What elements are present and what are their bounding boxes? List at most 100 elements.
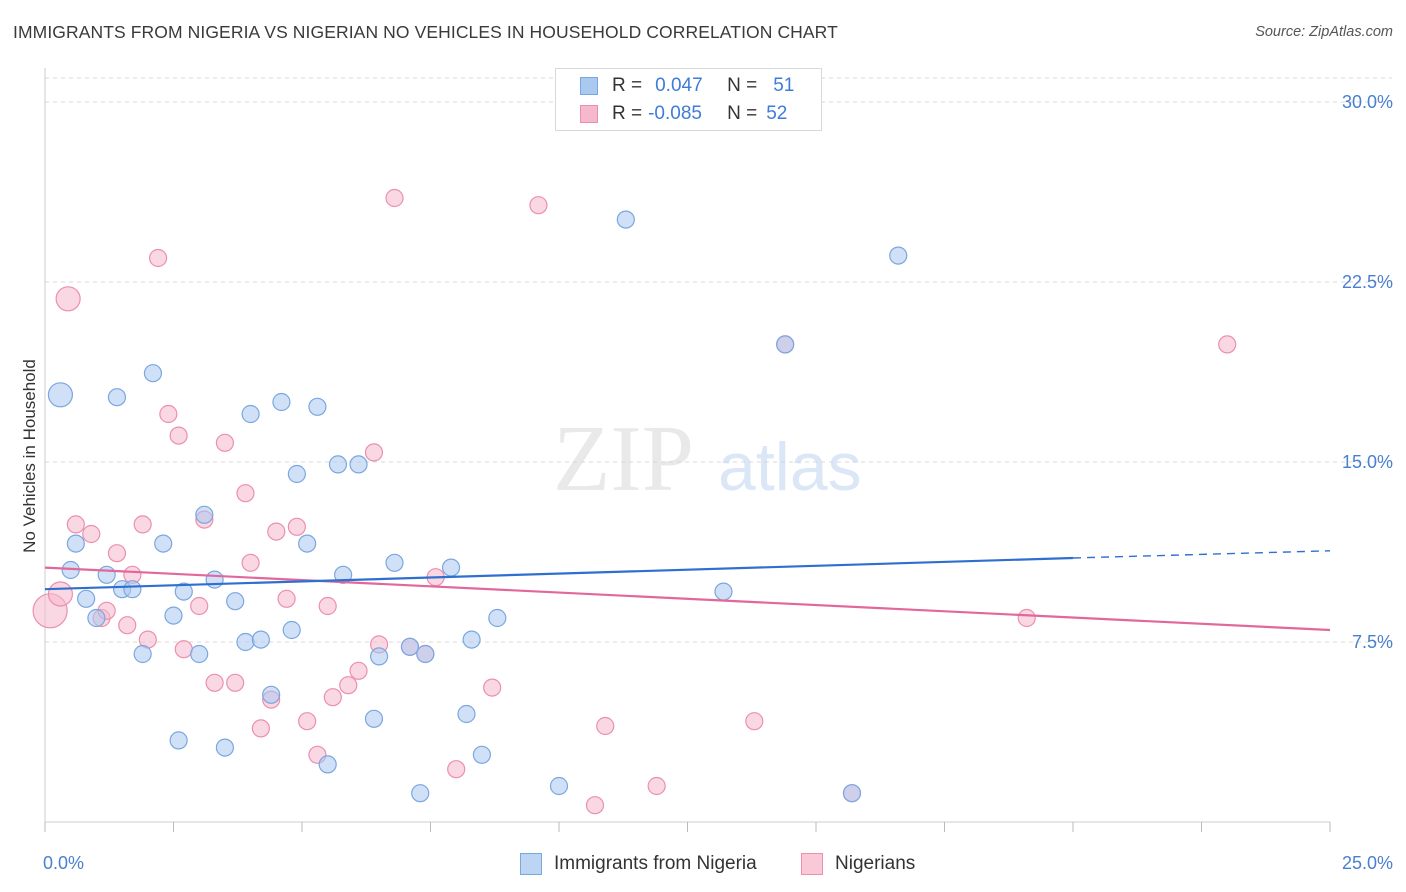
data-point-nigerians — [169, 426, 188, 445]
data-point-immigrants — [457, 704, 476, 724]
data-point-immigrants — [215, 738, 234, 757]
data-point-immigrants — [87, 608, 106, 628]
data-point-immigrants — [241, 404, 260, 424]
data-point-immigrants — [287, 464, 306, 484]
data-point-nigerians — [205, 673, 224, 692]
data-point-nigerians — [148, 248, 168, 268]
data-point-immigrants — [236, 632, 255, 652]
data-point-nigerians — [226, 673, 245, 692]
data-point-nigerians — [55, 286, 81, 312]
trend-line-nigerians — [44, 566, 1331, 632]
data-point-immigrants — [411, 784, 430, 803]
legend-swatch-blue — [580, 77, 598, 95]
y-tick-label: 30.0% — [1342, 92, 1393, 112]
data-point-immigrants — [107, 388, 127, 407]
data-point-nigerians — [585, 796, 605, 815]
data-point-nigerians — [1017, 608, 1036, 628]
data-point-nigerians — [47, 581, 74, 607]
data-point-nigerians — [298, 712, 317, 731]
data-point-nigerians — [483, 678, 502, 697]
data-point-immigrants — [164, 606, 183, 625]
data-point-immigrants — [364, 709, 384, 728]
data-point-nigerians — [647, 776, 666, 796]
data-point-immigrants — [298, 534, 317, 553]
data-point-immigrants — [441, 558, 461, 577]
data-point-nigerians — [190, 596, 209, 616]
data-point-immigrants — [169, 731, 188, 750]
data-point-immigrants — [226, 592, 245, 611]
source-label: Source: ZipAtlas.com — [1255, 24, 1393, 40]
data-point-immigrants — [328, 455, 348, 474]
legend-row-nigerians: R = -0.085 N = 52 — [580, 102, 787, 126]
legend-r-value: -0.085 — [648, 103, 702, 124]
data-point-immigrants — [462, 630, 481, 649]
data-point-immigrants — [488, 608, 507, 628]
data-point-nigerians — [159, 404, 178, 424]
legend-n-label: N = — [727, 103, 758, 124]
data-point-immigrants — [318, 755, 337, 774]
data-point-nigerians — [287, 517, 306, 536]
data-point-immigrants — [262, 685, 281, 704]
data-point-immigrants — [47, 382, 74, 408]
x-tick-label: 0.0% — [43, 853, 84, 873]
data-point-immigrants — [251, 630, 270, 649]
axes — [44, 68, 1331, 832]
data-point-immigrants — [349, 455, 368, 474]
data-point-immigrants — [123, 580, 142, 599]
data-point-immigrants — [190, 644, 209, 664]
data-point-nigerians — [318, 596, 337, 616]
data-point-immigrants — [549, 776, 569, 796]
data-point-nigerians — [385, 188, 404, 208]
data-point-immigrants — [77, 589, 96, 608]
y-axis-label: No Vehicles in Household — [20, 359, 39, 553]
data-point-immigrants — [370, 647, 389, 666]
data-point-nigerians — [349, 661, 368, 680]
y-tick-label: 7.5% — [1352, 632, 1393, 652]
data-point-immigrants — [282, 620, 301, 640]
legend-box: R = 0.047 N = 51 R = -0.085 N = 52 — [555, 68, 822, 131]
legend-row-immigrants: R = 0.047 N = 51 — [580, 74, 794, 98]
data-point-immigrants — [97, 565, 116, 584]
y-tick-label: 15.0% — [1342, 452, 1393, 472]
data-point-nigerians — [107, 544, 127, 563]
x-tick-label: 25.0% — [1342, 853, 1393, 873]
tick-labels: 7.5% 15.0% 22.5% 30.0% 0.0% 25.0% — [43, 92, 1393, 873]
legend-n-label: N = — [727, 75, 758, 96]
bottom-legend-immigrants: Immigrants from Nigeria — [520, 851, 757, 877]
data-point-immigrants — [616, 210, 635, 229]
bottom-legend-swatch-blue — [520, 853, 542, 875]
data-point-immigrants — [889, 246, 908, 265]
data-point-nigerians — [529, 196, 548, 215]
data-point-nigerians — [215, 433, 234, 452]
data-point-nigerians — [133, 515, 152, 534]
data-point-nigerians — [447, 760, 466, 779]
data-point-immigrants — [385, 553, 404, 572]
watermark: ZIP atlas — [553, 407, 862, 511]
data-point-nigerians — [339, 676, 358, 695]
data-point-nigerians — [323, 688, 342, 707]
data-point-immigrants — [308, 397, 327, 416]
bottom-legend-label-immigrants: Immigrants from Nigeria — [554, 853, 757, 874]
data-point-immigrants — [174, 582, 193, 601]
data-point-immigrants — [195, 505, 214, 524]
data-point-immigrants — [133, 644, 152, 664]
data-point-nigerians — [174, 640, 193, 659]
chart-title: IMMIGRANTS FROM NIGERIA VS NIGERIAN NO V… — [13, 22, 838, 42]
data-point-immigrants — [714, 582, 733, 601]
data-point-nigerians — [364, 443, 384, 462]
data-point-immigrants — [776, 335, 795, 354]
data-point-nigerians — [277, 589, 296, 608]
bottom-legend-label-nigerians: Nigerians — [835, 853, 916, 874]
data-point-nigerians — [596, 716, 615, 736]
series-immigrants-from-nigeria — [47, 210, 908, 803]
legend-swatch-pink — [580, 105, 598, 123]
y-tick-label: 22.5% — [1342, 272, 1393, 292]
trend-lines — [44, 550, 1331, 632]
data-point-nigerians — [82, 524, 101, 544]
data-point-nigerians — [251, 719, 270, 738]
watermark-zip: ZIP — [553, 407, 694, 511]
data-point-nigerians — [745, 712, 764, 731]
data-point-immigrants — [416, 644, 435, 664]
trend-line-immigrants-extension — [1072, 550, 1331, 559]
